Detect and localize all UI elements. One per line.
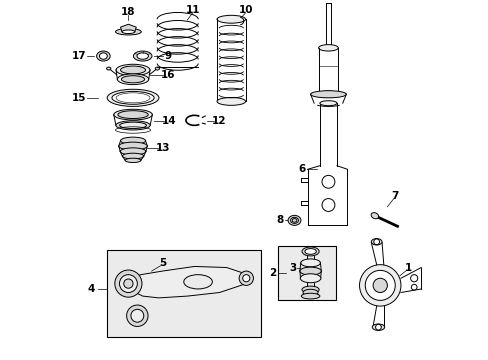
Ellipse shape — [292, 219, 296, 222]
Ellipse shape — [112, 91, 154, 104]
Ellipse shape — [120, 122, 146, 129]
Circle shape — [375, 324, 381, 330]
Ellipse shape — [125, 158, 141, 162]
Ellipse shape — [303, 289, 317, 296]
Text: 3: 3 — [288, 262, 296, 273]
Ellipse shape — [114, 109, 152, 120]
Ellipse shape — [121, 137, 145, 144]
Ellipse shape — [99, 53, 107, 59]
Ellipse shape — [122, 30, 135, 33]
Ellipse shape — [106, 67, 111, 70]
Bar — [107, 249, 260, 337]
Circle shape — [410, 275, 417, 282]
Bar — [278, 246, 335, 300]
Text: 8: 8 — [276, 215, 283, 225]
Ellipse shape — [370, 213, 378, 219]
Text: 14: 14 — [162, 116, 177, 126]
Ellipse shape — [117, 74, 148, 85]
Ellipse shape — [290, 217, 298, 224]
Polygon shape — [121, 24, 136, 32]
Circle shape — [115, 270, 142, 297]
Ellipse shape — [310, 91, 346, 98]
Ellipse shape — [118, 111, 148, 118]
Ellipse shape — [304, 249, 316, 254]
Ellipse shape — [120, 148, 145, 155]
Ellipse shape — [97, 51, 110, 61]
Text: 9: 9 — [164, 51, 171, 61]
Ellipse shape — [116, 121, 150, 130]
Ellipse shape — [300, 259, 320, 267]
Ellipse shape — [107, 89, 159, 107]
Ellipse shape — [122, 153, 143, 159]
Circle shape — [119, 275, 137, 293]
Text: 5: 5 — [159, 258, 166, 268]
Ellipse shape — [183, 275, 212, 289]
Ellipse shape — [318, 91, 338, 98]
Ellipse shape — [302, 247, 319, 256]
Text: 10: 10 — [239, 5, 253, 15]
Text: 1: 1 — [405, 262, 411, 273]
Ellipse shape — [301, 293, 319, 299]
Ellipse shape — [155, 67, 159, 70]
Text: 12: 12 — [212, 116, 226, 126]
Text: 6: 6 — [297, 164, 305, 174]
Ellipse shape — [116, 64, 150, 76]
Text: 13: 13 — [156, 143, 170, 153]
Circle shape — [242, 275, 249, 282]
Circle shape — [239, 271, 253, 285]
Ellipse shape — [121, 76, 144, 83]
Circle shape — [322, 175, 334, 188]
Circle shape — [123, 279, 133, 288]
Text: 11: 11 — [185, 5, 200, 15]
Ellipse shape — [115, 28, 141, 35]
Text: 16: 16 — [160, 70, 175, 80]
Ellipse shape — [217, 98, 245, 105]
Ellipse shape — [370, 239, 381, 245]
Ellipse shape — [133, 51, 152, 61]
Text: 15: 15 — [72, 93, 86, 103]
Circle shape — [372, 278, 386, 293]
Ellipse shape — [318, 45, 338, 51]
Circle shape — [410, 284, 416, 290]
Text: 18: 18 — [121, 7, 135, 17]
Text: 4: 4 — [88, 284, 95, 294]
Circle shape — [373, 239, 379, 245]
Text: 17: 17 — [72, 51, 86, 61]
Text: 2: 2 — [269, 268, 276, 278]
Ellipse shape — [300, 274, 320, 283]
Polygon shape — [130, 266, 247, 298]
Ellipse shape — [299, 267, 321, 275]
Ellipse shape — [287, 215, 300, 225]
Ellipse shape — [119, 142, 147, 150]
Ellipse shape — [371, 324, 384, 330]
Circle shape — [322, 199, 334, 211]
Text: 7: 7 — [390, 191, 397, 201]
Ellipse shape — [121, 66, 145, 74]
Ellipse shape — [137, 53, 148, 59]
Ellipse shape — [319, 101, 336, 106]
Circle shape — [359, 265, 400, 306]
Circle shape — [126, 305, 148, 327]
Circle shape — [365, 270, 394, 300]
Ellipse shape — [302, 286, 319, 293]
Ellipse shape — [217, 15, 245, 23]
Circle shape — [131, 309, 143, 322]
